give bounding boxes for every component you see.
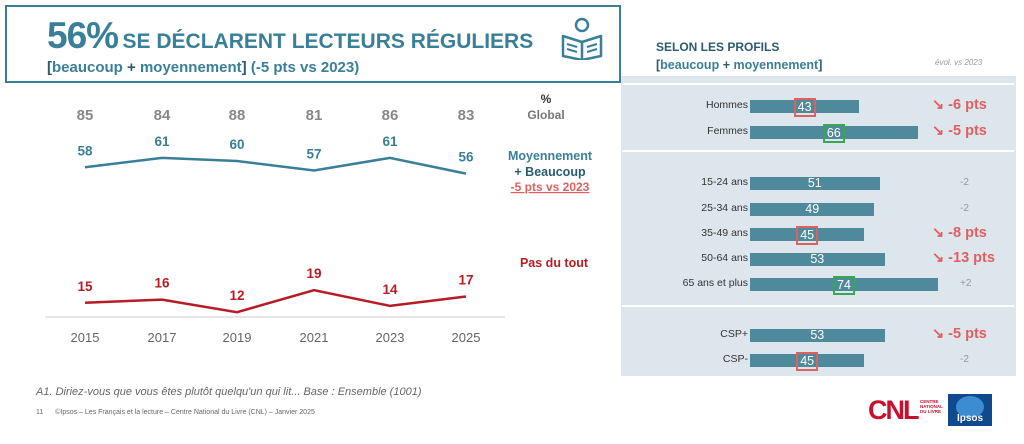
reading-person-icon	[561, 17, 603, 60]
profile-evolution: ↘ -5 pts	[932, 123, 987, 139]
data-label: 17	[458, 272, 473, 287]
data-label: 16	[154, 276, 170, 291]
profile-bar	[750, 329, 885, 342]
data-label: 57	[306, 146, 321, 161]
x-tick-label: 2019	[223, 330, 252, 345]
profile-evolution: ↘ -5 pts	[932, 326, 987, 342]
x-tick-label: 2023	[376, 330, 405, 345]
profile-bar	[750, 203, 875, 216]
footer-credits: 11 ©Ipsos – Les Français et la lecture –…	[36, 409, 315, 416]
profiles-subtitle: [beaucoup + moyennement]	[656, 58, 823, 72]
profile-bar	[750, 100, 860, 113]
profile-evolution: -2	[960, 203, 969, 214]
line-chart: 85 84 88 81 86 83% Global 58 61 60 57 61 56 15 16 12 19 1…	[5, 84, 621, 374]
profile-row-label: 65 ans et plus	[682, 277, 748, 289]
title-percentage: 56%	[47, 15, 119, 56]
series-label-line2: + Beaucoup	[514, 165, 586, 179]
global-value-label: 85	[77, 107, 94, 124]
profile-evolution: ↘ -8 pts	[932, 225, 987, 241]
profile-row-label: Femmes	[707, 125, 748, 137]
profile-bar-value: 66	[822, 124, 845, 143]
series-label-line1: Moyennement	[508, 149, 593, 163]
global-label: Global	[527, 108, 564, 122]
profile-bar-value: 74	[833, 276, 855, 295]
global-value-label: 88	[229, 107, 246, 124]
profile-bar-value: 45	[796, 352, 819, 371]
x-tick-label: 2025	[452, 330, 481, 345]
data-label: 61	[382, 134, 398, 149]
profile-bar-value: 53	[810, 252, 825, 266]
profile-bar-value: 49	[805, 202, 820, 216]
profile-bar-value: 51	[807, 176, 822, 190]
series-line-pas-du-tout	[84, 288, 467, 314]
x-tick-label: 2021	[300, 330, 329, 345]
profile-evolution: ↘ -6 pts	[932, 97, 987, 113]
profile-evolution: ↘ -13 pts	[932, 250, 995, 266]
data-label: 58	[77, 143, 93, 158]
subtitle-evolution: (-5 pts vs 2023)	[250, 59, 360, 76]
evolution-header: évol. vs 2023	[935, 58, 983, 67]
ipsos-logo: Ipsos	[948, 394, 992, 426]
profile-row-label: CSP-	[722, 353, 748, 365]
profile-evolution: +2	[960, 278, 972, 289]
x-tick-label: 2017	[148, 330, 177, 345]
profile-row-label: 35-49 ans	[701, 227, 748, 239]
page-title: 56% SE DÉCLARENT LECTEURS RÉGULIERS	[47, 15, 533, 57]
profile-bar	[750, 177, 880, 190]
profile-bar-value: 43	[793, 98, 816, 117]
data-label: 15	[77, 279, 93, 294]
data-label: 14	[382, 282, 398, 297]
profile-bar	[750, 253, 885, 266]
global-value-label: 83	[458, 107, 475, 124]
series-note: -5 pts vs 2023	[511, 180, 590, 194]
line-chart-svg: 85 84 88 81 86 83% Global 58 61 60 57 61 56 15 16 12 19 1…	[45, 92, 593, 345]
series-label-pas-du-tout: Pas du tout	[520, 256, 589, 270]
profile-row-label: 25-34 ans	[701, 202, 748, 214]
profile-bar-value: 53	[810, 328, 825, 342]
profile-evolution: -2	[960, 354, 969, 365]
series-line-moyennement-beaucoup	[84, 156, 467, 175]
data-label: 60	[229, 137, 244, 152]
profile-bar	[750, 278, 938, 291]
global-value-label: 84	[154, 107, 171, 124]
profile-row-label: Hommes	[705, 99, 748, 111]
profile-bar	[750, 126, 918, 139]
profile-bar	[750, 228, 865, 241]
title-text: SE DÉCLARENT LECTEURS RÉGULIERS	[122, 30, 534, 53]
global-value-label: 86	[382, 107, 399, 124]
profile-row-label: 15-24 ans	[701, 176, 748, 188]
question-note: A1. Diriez-vous que vous êtes plutôt que…	[36, 386, 422, 398]
data-label: 19	[306, 266, 321, 281]
profile-row-label: CSP+	[720, 328, 748, 340]
data-label: 12	[229, 288, 244, 303]
x-tick-label: 2015	[71, 330, 100, 345]
data-label: 61	[154, 134, 170, 149]
ipsos-logo-arc	[956, 396, 984, 418]
profiles-title: SELON LES PROFILS	[656, 40, 780, 54]
profile-evolution: -2	[960, 177, 969, 188]
profile-row-label: 50-64 ans	[701, 252, 748, 264]
cnl-logo: CNL CENTRE NATIONAL DU LIVRE	[868, 395, 943, 425]
page-subtitle: [beaucoup + moyennement] (-5 pts vs 2023…	[47, 59, 360, 76]
page-number: 11	[36, 409, 44, 416]
global-value-label: 81	[306, 107, 323, 124]
data-label: 56	[458, 150, 474, 165]
title-box: 56% SE DÉCLARENT LECTEURS RÉGULIERS [bea…	[5, 5, 621, 83]
global-header: %	[541, 92, 552, 106]
profile-bar	[750, 354, 865, 367]
profile-bar-value: 45	[796, 226, 819, 245]
